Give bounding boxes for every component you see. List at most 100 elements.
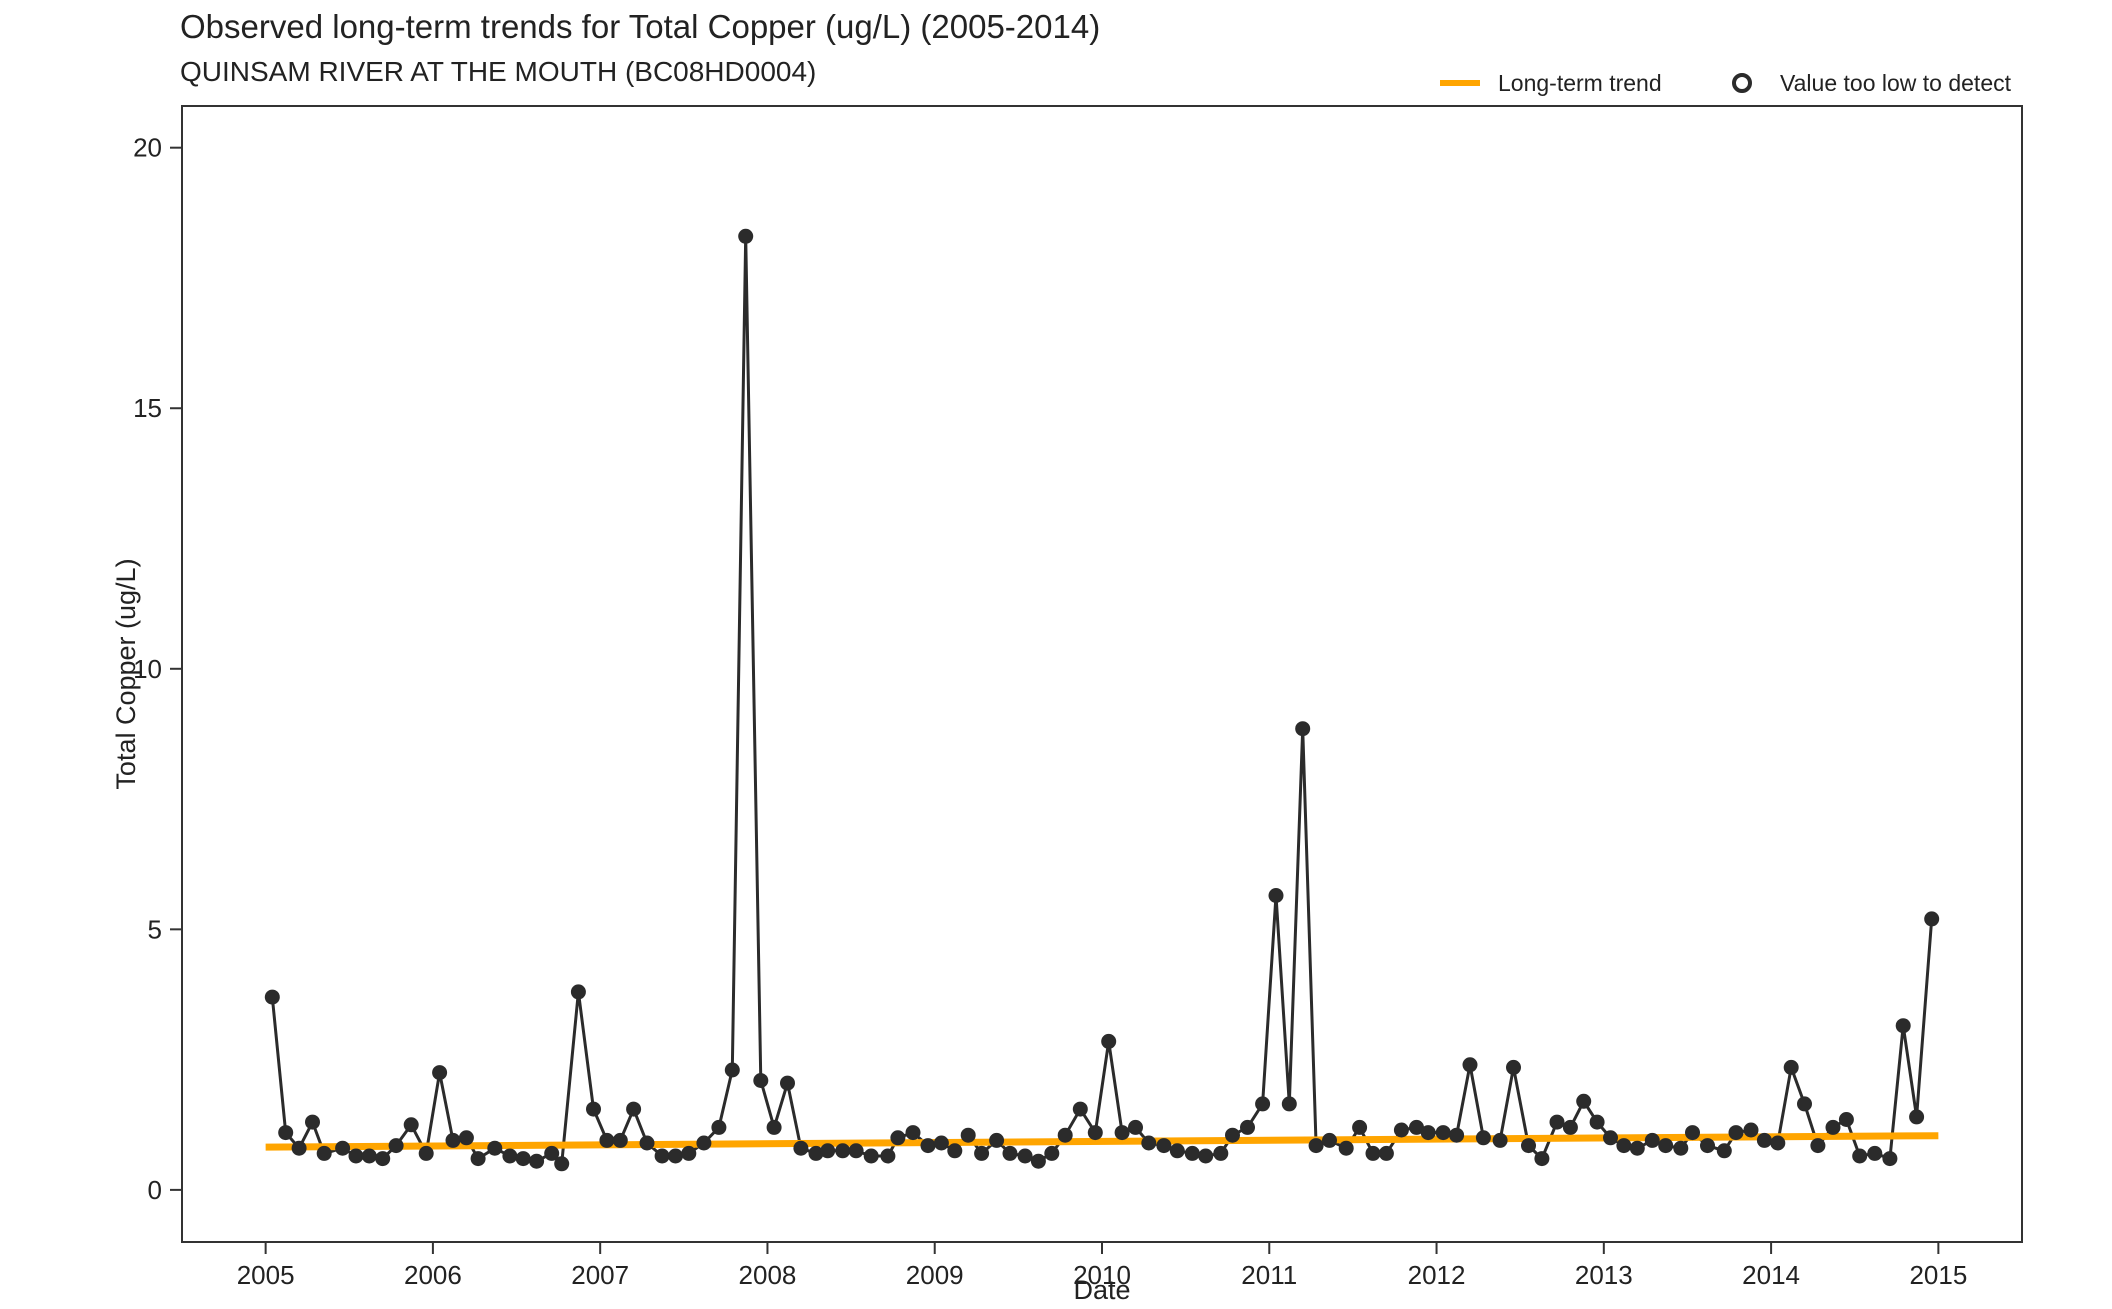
data-point <box>1072 1101 1088 1117</box>
data-point <box>1867 1145 1883 1161</box>
data-point <box>1184 1145 1200 1161</box>
data-point <box>1169 1143 1185 1159</box>
data-point <box>1322 1132 1337 1148</box>
data-point <box>1435 1125 1451 1141</box>
y-tick-label: 10 <box>133 654 162 684</box>
data-point <box>1492 1132 1508 1148</box>
x-tick-label: 2010 <box>1073 1260 1131 1290</box>
data-point <box>335 1140 351 1156</box>
data-point <box>1365 1145 1381 1161</box>
data-point <box>1449 1127 1465 1143</box>
plot-panel <box>181 105 2023 1243</box>
data-point <box>1716 1143 1732 1159</box>
data-point <box>1198 1148 1214 1164</box>
data-point <box>1838 1112 1854 1127</box>
data-point <box>1240 1119 1255 1135</box>
data-point <box>753 1073 769 1088</box>
x-tick-label: 2006 <box>404 1260 462 1290</box>
data-point <box>1057 1127 1073 1143</box>
data-point <box>445 1132 461 1148</box>
data-point <box>724 1062 740 1078</box>
data-point <box>1462 1057 1478 1073</box>
data-point <box>278 1125 294 1141</box>
data-point <box>432 1065 448 1081</box>
y-tick-label: 0 <box>148 1175 162 1205</box>
x-tick-label: 2015 <box>1909 1260 1967 1290</box>
data-point <box>793 1140 809 1156</box>
data-point <box>1658 1138 1674 1154</box>
data-point <box>544 1145 560 1161</box>
data-point <box>1852 1148 1868 1164</box>
x-tick-label: 2008 <box>739 1260 797 1290</box>
data-point <box>305 1114 320 1130</box>
data-point <box>1576 1093 1592 1109</box>
data-point <box>1114 1125 1130 1141</box>
data-point <box>264 989 280 1005</box>
data-point <box>848 1143 864 1159</box>
data-point <box>639 1135 655 1151</box>
data-point <box>1420 1125 1436 1141</box>
legend-nondetect-swatch <box>1732 73 1752 93</box>
data-point <box>1128 1119 1143 1135</box>
data-point <box>654 1148 670 1164</box>
data-point <box>1281 1096 1297 1112</box>
data-point <box>1673 1140 1689 1156</box>
data-point <box>1156 1138 1172 1154</box>
data-point <box>1924 911 1940 927</box>
data-point <box>1770 1135 1786 1151</box>
data-point <box>1534 1151 1550 1167</box>
data-point <box>820 1143 836 1159</box>
data-point <box>487 1140 503 1156</box>
data-point <box>696 1135 712 1151</box>
legend-trend-label: Long-term trend <box>1498 70 1662 96</box>
data-point <box>989 1132 1005 1148</box>
data-point <box>960 1127 976 1143</box>
data-point <box>502 1148 518 1164</box>
data-point <box>1255 1096 1271 1112</box>
data-point <box>1378 1145 1394 1161</box>
data-point <box>1603 1130 1618 1146</box>
data-point <box>681 1145 697 1161</box>
y-axis: 0 5 10 15 20 <box>133 133 182 1205</box>
data-point <box>1352 1119 1368 1135</box>
data-point <box>1562 1119 1578 1135</box>
data-point <box>808 1145 824 1161</box>
data-point <box>920 1138 936 1154</box>
data-point <box>1225 1127 1240 1143</box>
data-point <box>1141 1135 1157 1151</box>
x-tick-label: 2005 <box>237 1260 295 1290</box>
data-point <box>1475 1130 1491 1146</box>
legend-nondetect-label: Value too low to detect <box>1780 70 2012 96</box>
data-point <box>375 1151 391 1167</box>
data-point <box>890 1130 906 1146</box>
data-point <box>1882 1151 1898 1167</box>
y-tick-label: 15 <box>133 393 162 423</box>
chart-title: Observed long-term trends for Total Copp… <box>180 8 1101 45</box>
data-point <box>711 1119 727 1135</box>
y-axis-title: Total Copper (ug/L) <box>111 558 141 789</box>
x-tick-label: 2013 <box>1575 1260 1633 1290</box>
x-tick-label: 2007 <box>571 1260 629 1290</box>
x-tick-label: 2011 <box>1241 1260 1297 1290</box>
data-point <box>1549 1114 1565 1130</box>
x-axis-title: Date <box>1073 1275 1130 1305</box>
y-tick-label: 5 <box>148 914 162 944</box>
data-point <box>515 1151 531 1167</box>
data-point <box>863 1148 879 1164</box>
data-point <box>1295 721 1311 737</box>
data-point <box>1521 1138 1536 1154</box>
data-point <box>554 1156 570 1172</box>
data-point <box>1629 1140 1645 1156</box>
data-point <box>880 1148 896 1164</box>
data-point <box>1338 1140 1354 1156</box>
legend: Long-term trend Value too low to detect <box>1440 70 2012 96</box>
data-point <box>1909 1109 1925 1125</box>
data-point <box>1810 1138 1826 1154</box>
data-point <box>1616 1138 1632 1154</box>
data-point <box>1783 1059 1799 1075</box>
data-point <box>1213 1145 1229 1161</box>
data-point <box>905 1125 921 1141</box>
data-point <box>570 984 586 1000</box>
data-point <box>1589 1114 1605 1130</box>
